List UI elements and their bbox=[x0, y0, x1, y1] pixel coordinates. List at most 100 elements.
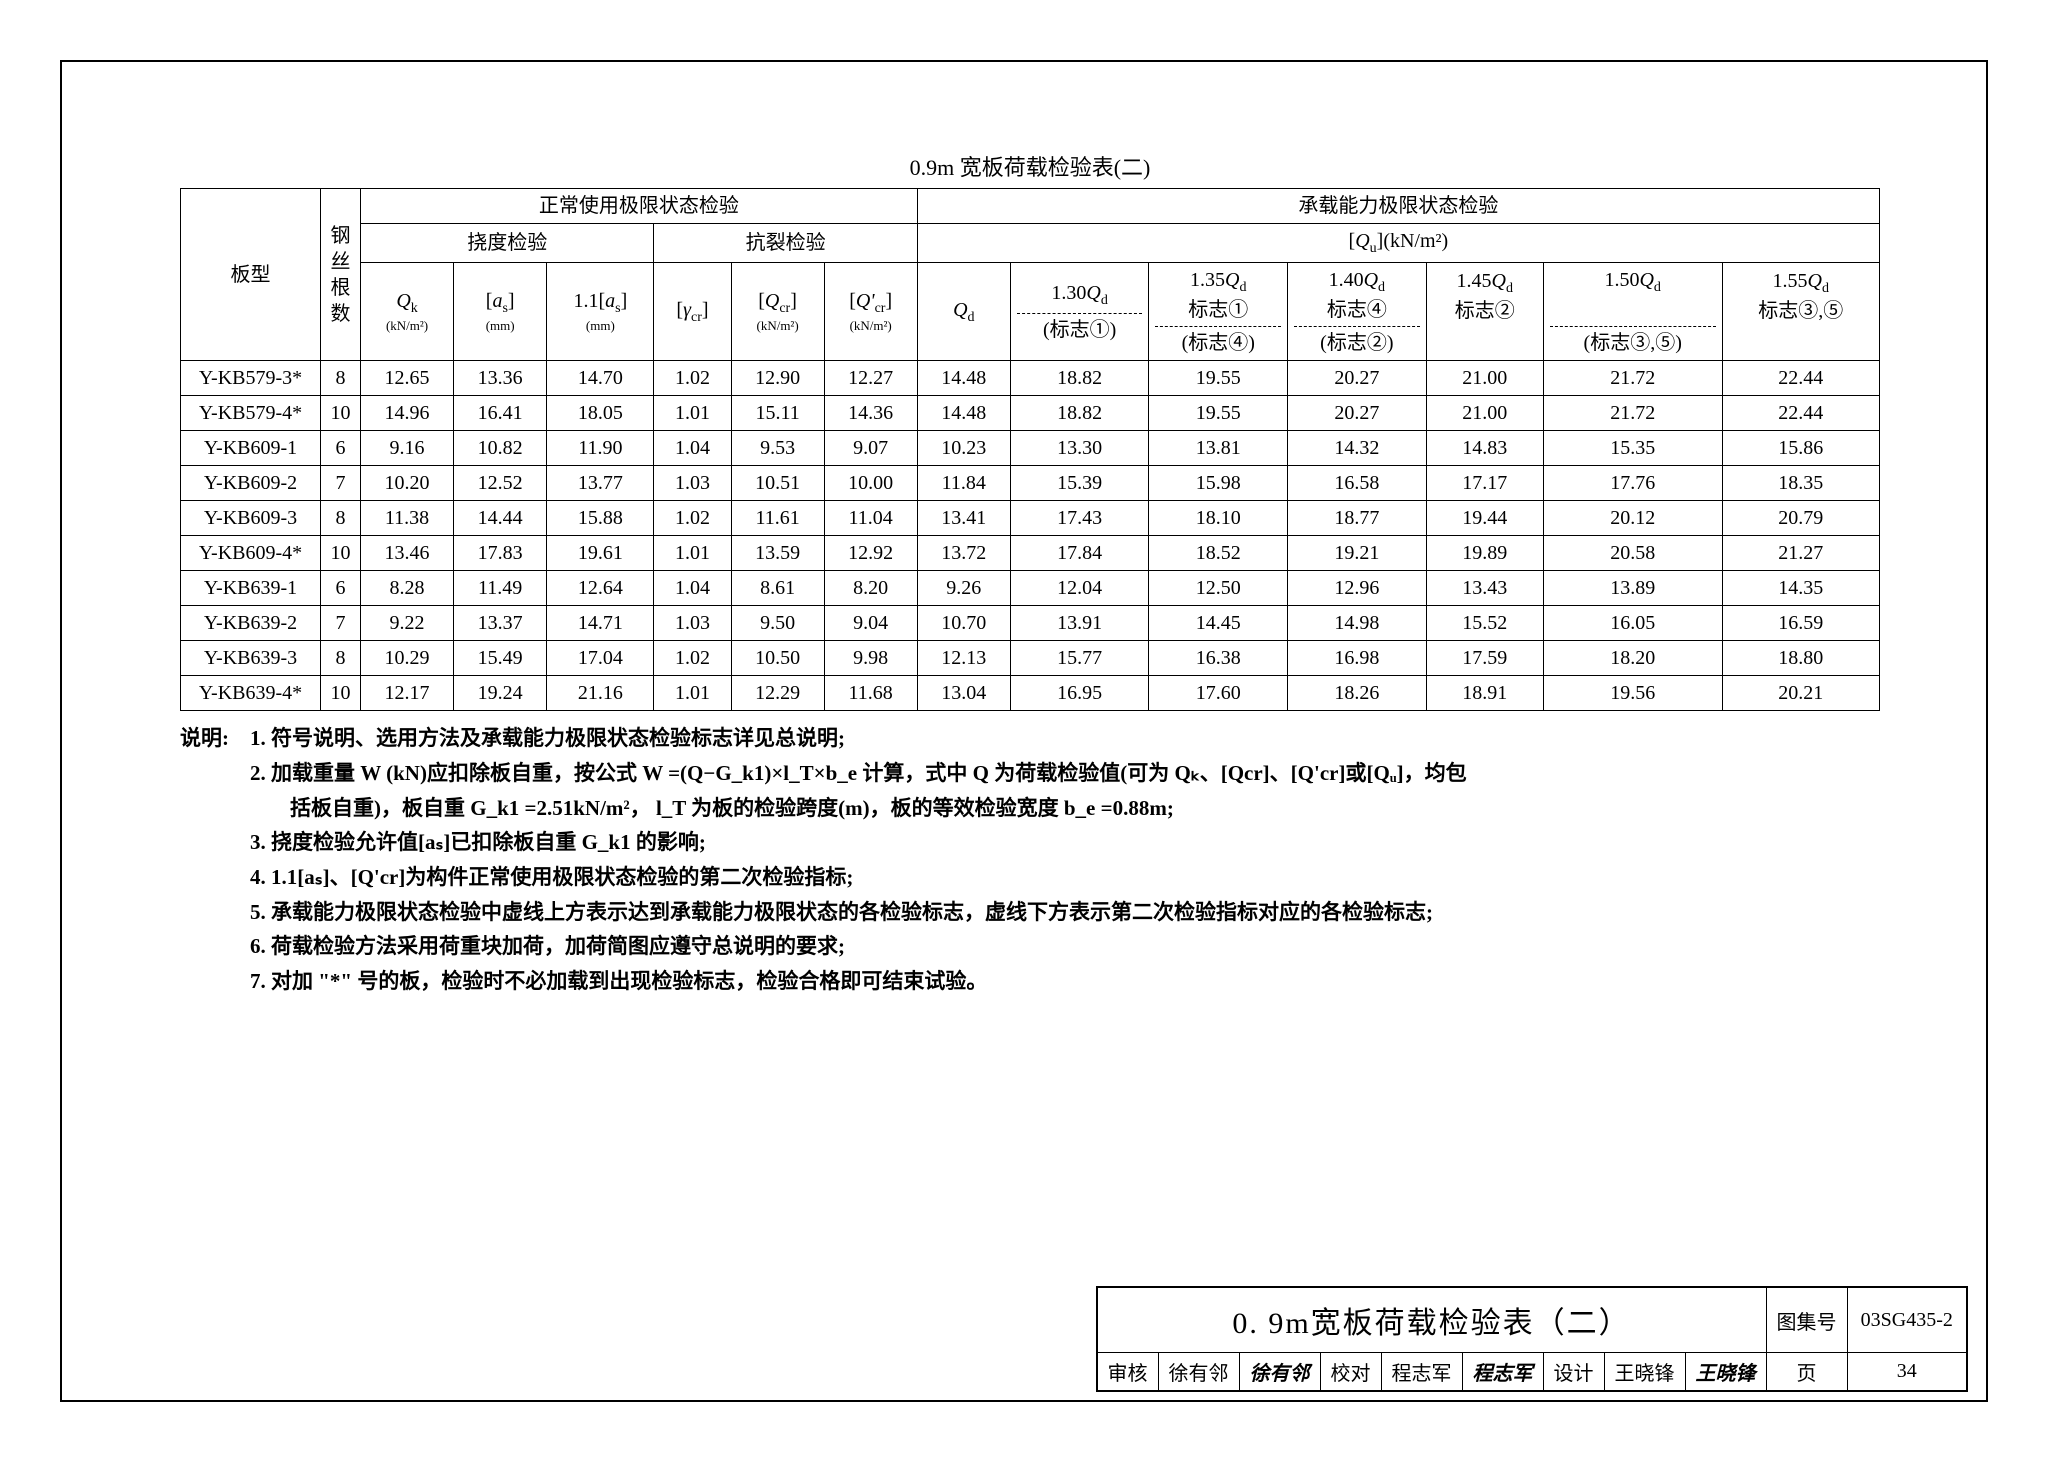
cell-v140: 18.26 bbox=[1288, 676, 1427, 711]
cell-v150: 16.05 bbox=[1543, 606, 1722, 641]
cell-qcr: 12.90 bbox=[731, 361, 824, 396]
col-155: 1.55Qd标志③,⑤ bbox=[1722, 263, 1879, 361]
cell-v150: 17.76 bbox=[1543, 466, 1722, 501]
cell-qd: 13.04 bbox=[917, 676, 1010, 711]
cell-v130: 13.30 bbox=[1010, 431, 1149, 466]
cell-v135: 19.55 bbox=[1149, 361, 1288, 396]
cell-v155: 18.35 bbox=[1722, 466, 1879, 501]
cell-qcrp: 8.20 bbox=[824, 571, 917, 606]
cell-v155: 22.44 bbox=[1722, 396, 1879, 431]
cell-qd: 10.23 bbox=[917, 431, 1010, 466]
cell-v150: 21.72 bbox=[1543, 396, 1722, 431]
cell-n: 10 bbox=[321, 676, 361, 711]
group-normal: 正常使用极限状态检验 bbox=[361, 189, 918, 224]
cell-v130: 13.91 bbox=[1010, 606, 1149, 641]
cell-as11: 17.04 bbox=[547, 641, 654, 676]
cell-qcr: 9.50 bbox=[731, 606, 824, 641]
set-label: 图集号 bbox=[1766, 1287, 1847, 1353]
cell-v150: 20.12 bbox=[1543, 501, 1722, 536]
cell-n: 8 bbox=[321, 361, 361, 396]
note-2a: 2. 加载重量 W (kN)应扣除板自重，按公式 W =(Q−G_k1)×l_T… bbox=[180, 756, 1880, 791]
cell-as: 11.49 bbox=[454, 571, 547, 606]
cell-v150: 19.56 bbox=[1543, 676, 1722, 711]
cell-as: 10.82 bbox=[454, 431, 547, 466]
table-row: Y-KB609-4*1013.4617.8319.611.0113.5912.9… bbox=[181, 536, 1880, 571]
cell-qcr: 11.61 bbox=[731, 501, 824, 536]
sub-deflection: 挠度检验 bbox=[361, 224, 654, 263]
cell-plate: Y-KB639-2 bbox=[181, 606, 321, 641]
cell-gcr: 1.04 bbox=[654, 571, 731, 606]
cell-as11: 13.77 bbox=[547, 466, 654, 501]
cell-plate: Y-KB579-4* bbox=[181, 396, 321, 431]
cell-as11: 14.70 bbox=[547, 361, 654, 396]
cell-as: 19.24 bbox=[454, 676, 547, 711]
cell-as: 17.83 bbox=[454, 536, 547, 571]
col-qcrp: [Q'cr](kN/m²) bbox=[824, 263, 917, 361]
cell-v140: 16.58 bbox=[1288, 466, 1427, 501]
cell-qcrp: 12.27 bbox=[824, 361, 917, 396]
table-row: Y-KB639-3810.2915.4917.041.0210.509.9812… bbox=[181, 641, 1880, 676]
col-135: 1.35Qd标志①(标志④) bbox=[1149, 263, 1288, 361]
audit-name: 徐有邻 bbox=[1158, 1353, 1239, 1392]
check-label: 校对 bbox=[1320, 1353, 1381, 1392]
notes-label: 说明: bbox=[180, 721, 250, 756]
cell-qcrp: 9.04 bbox=[824, 606, 917, 641]
cell-qcrp: 11.04 bbox=[824, 501, 917, 536]
cell-v135: 12.50 bbox=[1149, 571, 1288, 606]
sub-qu: [Qu](kN/m²) bbox=[917, 224, 1879, 263]
cell-gcr: 1.02 bbox=[654, 641, 731, 676]
cell-qcr: 13.59 bbox=[731, 536, 824, 571]
cell-v140: 20.27 bbox=[1288, 361, 1427, 396]
cell-v135: 18.52 bbox=[1149, 536, 1288, 571]
cell-qk: 9.16 bbox=[361, 431, 454, 466]
note-7: 7. 对加 "*" 号的板，检验时不必加载到出现检验标志，检验合格即可结束试验。 bbox=[180, 964, 1880, 999]
sub-crack: 抗裂检验 bbox=[654, 224, 917, 263]
col-qk: Qk(kN/m²) bbox=[361, 263, 454, 361]
cell-v145: 21.00 bbox=[1426, 361, 1543, 396]
col-gcr: [γcr] bbox=[654, 263, 731, 361]
cell-gcr: 1.01 bbox=[654, 396, 731, 431]
cell-n: 6 bbox=[321, 431, 361, 466]
cell-as: 12.52 bbox=[454, 466, 547, 501]
cell-qcr: 9.53 bbox=[731, 431, 824, 466]
cell-as11: 12.64 bbox=[547, 571, 654, 606]
cell-plate: Y-KB639-4* bbox=[181, 676, 321, 711]
cell-v145: 21.00 bbox=[1426, 396, 1543, 431]
cell-as11: 18.05 bbox=[547, 396, 654, 431]
cell-v135: 18.10 bbox=[1149, 501, 1288, 536]
cell-v155: 18.80 bbox=[1722, 641, 1879, 676]
cell-plate: Y-KB579-3* bbox=[181, 361, 321, 396]
cell-v140: 14.98 bbox=[1288, 606, 1427, 641]
page-label: 页 bbox=[1766, 1353, 1847, 1392]
cell-as: 15.49 bbox=[454, 641, 547, 676]
cell-gcr: 1.03 bbox=[654, 466, 731, 501]
cell-plate: Y-KB639-1 bbox=[181, 571, 321, 606]
cell-qd: 14.48 bbox=[917, 396, 1010, 431]
cell-qcrp: 12.92 bbox=[824, 536, 917, 571]
cell-as: 13.36 bbox=[454, 361, 547, 396]
cell-as: 16.41 bbox=[454, 396, 547, 431]
cell-v140: 19.21 bbox=[1288, 536, 1427, 571]
cell-n: 7 bbox=[321, 466, 361, 501]
cell-v155: 14.35 bbox=[1722, 571, 1879, 606]
cell-v140: 14.32 bbox=[1288, 431, 1427, 466]
cell-qcr: 10.51 bbox=[731, 466, 824, 501]
col-150: 1.50Qd (标志③,⑤) bbox=[1543, 263, 1722, 361]
cell-v140: 12.96 bbox=[1288, 571, 1427, 606]
cell-qk: 11.38 bbox=[361, 501, 454, 536]
cell-as11: 21.16 bbox=[547, 676, 654, 711]
cell-as11: 11.90 bbox=[547, 431, 654, 466]
cell-v135: 15.98 bbox=[1149, 466, 1288, 501]
cell-v150: 15.35 bbox=[1543, 431, 1722, 466]
page-value: 34 bbox=[1847, 1353, 1967, 1392]
cell-v155: 22.44 bbox=[1722, 361, 1879, 396]
cell-qd: 13.41 bbox=[917, 501, 1010, 536]
cell-v155: 20.79 bbox=[1722, 501, 1879, 536]
cell-plate: Y-KB639-3 bbox=[181, 641, 321, 676]
check-name: 程志军 bbox=[1381, 1353, 1462, 1392]
cell-v155: 15.86 bbox=[1722, 431, 1879, 466]
cell-qcr: 12.29 bbox=[731, 676, 824, 711]
col-140: 1.40Qd标志④(标志②) bbox=[1288, 263, 1427, 361]
design-sig: 王晓锋 bbox=[1685, 1353, 1766, 1392]
cell-plate: Y-KB609-4* bbox=[181, 536, 321, 571]
